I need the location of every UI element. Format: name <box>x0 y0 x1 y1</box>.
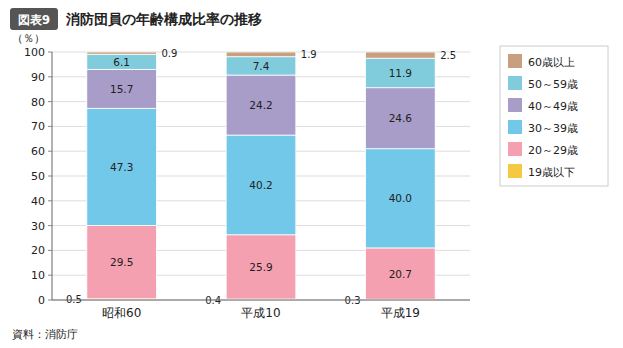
y-axis-label: （％） <box>12 32 45 45</box>
y-axis-line <box>52 52 53 300</box>
data-label: 40.2 <box>249 179 272 191</box>
y-tick-label: 20 <box>31 244 45 257</box>
legend-swatch <box>508 142 522 156</box>
y-tick <box>48 176 52 177</box>
y-tick <box>48 52 52 53</box>
y-tick-label: 10 <box>31 269 45 282</box>
y-tick-label: 90 <box>31 71 45 84</box>
bar-segment <box>226 57 296 75</box>
y-tick-label: 80 <box>31 96 45 109</box>
data-label: 1.9 <box>301 49 317 60</box>
y-tick <box>48 225 52 226</box>
bar-segment <box>226 135 296 235</box>
bar-segment <box>366 248 436 299</box>
grid-line <box>52 300 470 301</box>
bar-segment <box>226 52 296 57</box>
legend-swatch <box>508 120 522 134</box>
source-note: 資料：消防庁 <box>12 328 78 341</box>
bar-segment <box>366 88 436 149</box>
y-tick-label: 50 <box>31 170 45 183</box>
y-tick-label: 0 <box>38 294 45 307</box>
data-label: 7.4 <box>253 60 270 72</box>
bar-segment <box>87 54 157 69</box>
data-label: 0.9 <box>162 48 178 59</box>
legend-label: 19歳以下 <box>528 166 575 179</box>
bar-segment <box>87 52 157 54</box>
y-tick <box>48 126 52 127</box>
y-tick <box>48 300 52 301</box>
legend-frame <box>500 46 608 186</box>
bar-segment <box>366 52 436 58</box>
data-label: 40.0 <box>389 192 412 204</box>
legend-label: 40～49歳 <box>528 100 578 113</box>
bar-segment <box>366 58 436 88</box>
bar-segment <box>87 108 157 225</box>
chart: 図表9 消防団員の年齢構成比率の推移 （％） 0 10 20 30 40 50 60 70 80 90 1… <box>0 0 623 348</box>
title-badge-label: 図表9 <box>18 13 50 27</box>
data-label: 24.6 <box>389 112 413 124</box>
x-axis-line <box>52 300 470 301</box>
chart-container: 図表9 消防団員の年齢構成比率の推移 （％） 0 10 20 30 40 50 60 70 80 90 1… <box>0 0 623 348</box>
y-tick <box>48 76 52 77</box>
bar-segment <box>226 235 296 299</box>
bar-segment <box>226 75 296 135</box>
y-tick <box>48 151 52 152</box>
data-label: 24.2 <box>249 99 272 111</box>
bar-segment <box>366 149 436 248</box>
y-tick-label: 40 <box>31 195 45 208</box>
legend-label: 50～59歳 <box>528 78 578 91</box>
y-tick-label: 30 <box>31 220 45 233</box>
legend-label: 20～29歳 <box>528 144 578 157</box>
x-tick-label: 平成19 <box>381 306 420 320</box>
bar-segment <box>87 226 157 299</box>
data-label: 47.3 <box>110 161 133 173</box>
legend: 60歳以上 50～59歳 40～49歳 30～39歳 20～29歳 19歳以下 <box>500 46 608 186</box>
legend-swatch <box>508 76 522 90</box>
legend-label: 30～39歳 <box>528 122 578 135</box>
y-tick <box>48 250 52 251</box>
y-tick <box>48 101 52 102</box>
data-label: 11.9 <box>389 67 412 79</box>
legend-swatch <box>508 164 522 178</box>
title-badge <box>10 8 58 30</box>
grid <box>52 52 470 300</box>
legend-swatch <box>508 98 522 112</box>
y-tick <box>48 200 52 201</box>
bars <box>87 52 435 300</box>
data-labels: 0.50.40.329.525.920.747.340.240.015.724.… <box>66 48 456 306</box>
data-label: 25.9 <box>249 261 272 273</box>
data-label: 20.7 <box>389 268 412 280</box>
x-tick-label: 平成10 <box>241 306 280 320</box>
y-tick-label: 100 <box>24 46 45 59</box>
data-label: 29.5 <box>110 256 133 268</box>
y-tick <box>48 275 52 276</box>
y-tick-label: 60 <box>31 145 45 158</box>
data-label: 2.5 <box>440 50 456 61</box>
y-tick-label: 70 <box>31 120 45 133</box>
bar-segment <box>87 69 157 108</box>
x-tick-label: 昭和60 <box>102 306 141 320</box>
legend-label: 60歳以上 <box>528 56 575 69</box>
title: 消防団員の年齢構成比率の推移 <box>65 11 262 27</box>
data-label: 15.7 <box>110 83 133 95</box>
legend-swatch <box>508 54 522 68</box>
data-label: 6.1 <box>113 56 130 68</box>
